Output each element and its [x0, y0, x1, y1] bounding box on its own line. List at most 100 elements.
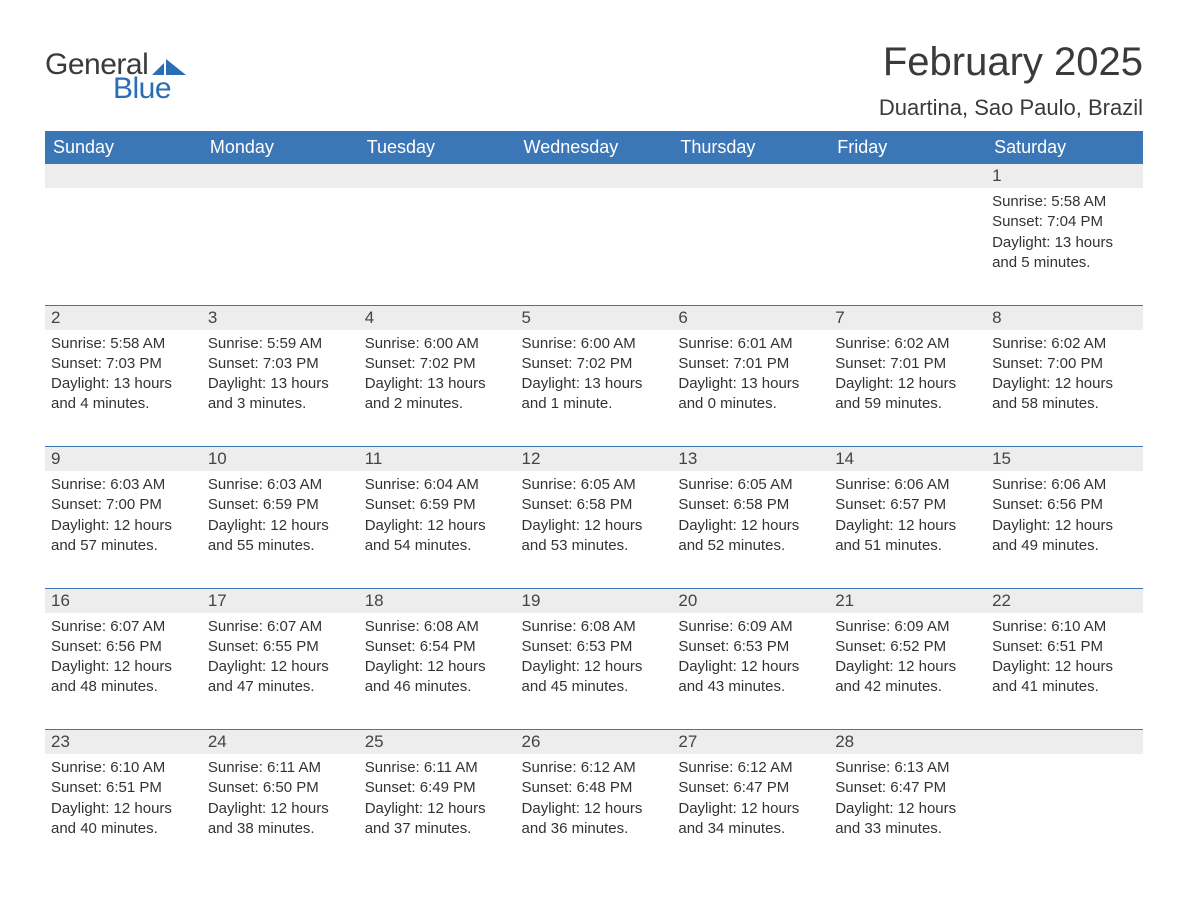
daylight-text: Daylight: 12 hours and 42 minutes.: [835, 657, 980, 698]
daylight-text: Daylight: 12 hours and 46 minutes.: [365, 657, 510, 698]
daylight-text: Daylight: 13 hours and 5 minutes.: [992, 233, 1137, 274]
day-content-cell: Sunrise: 5:58 AMSunset: 7:04 PMDaylight:…: [986, 188, 1143, 287]
sunrise-text: Sunrise: 6:07 AM: [51, 617, 196, 637]
day-content-cell: Sunrise: 6:13 AMSunset: 6:47 PMDaylight:…: [829, 754, 986, 853]
sunrise-text: Sunrise: 6:01 AM: [678, 334, 823, 354]
sunrise-text: Sunrise: 6:06 AM: [835, 475, 980, 495]
weekday-header: Sunday: [45, 131, 202, 164]
day-number-cell: 15: [986, 447, 1143, 472]
sunset-text: Sunset: 6:58 PM: [678, 495, 823, 515]
weekday-header: Friday: [829, 131, 986, 164]
sunrise-text: Sunrise: 6:02 AM: [992, 334, 1137, 354]
day-content-cell: Sunrise: 6:07 AMSunset: 6:56 PMDaylight:…: [45, 613, 202, 712]
day-number-cell: [359, 164, 516, 188]
day-content-cell: Sunrise: 6:06 AMSunset: 6:56 PMDaylight:…: [986, 471, 1143, 570]
day-number-cell: 6: [672, 305, 829, 330]
day-number-cell: 14: [829, 447, 986, 472]
title-block: February 2025 Duartina, Sao Paulo, Brazi…: [879, 40, 1143, 121]
daylight-text: Daylight: 13 hours and 0 minutes.: [678, 374, 823, 415]
day-number-cell: 20: [672, 588, 829, 613]
sunrise-text: Sunrise: 6:00 AM: [522, 334, 667, 354]
spacer-row: [45, 712, 1143, 730]
sunrise-text: Sunrise: 6:04 AM: [365, 475, 510, 495]
day-content-cell: Sunrise: 6:01 AMSunset: 7:01 PMDaylight:…: [672, 330, 829, 429]
day-number-row: 2345678: [45, 305, 1143, 330]
day-number-cell: [516, 164, 673, 188]
sunrise-text: Sunrise: 6:11 AM: [208, 758, 353, 778]
day-content-cell: Sunrise: 6:09 AMSunset: 6:53 PMDaylight:…: [672, 613, 829, 712]
day-number-cell: 22: [986, 588, 1143, 613]
calendar-table: Sunday Monday Tuesday Wednesday Thursday…: [45, 131, 1143, 853]
day-content-cell: Sunrise: 5:58 AMSunset: 7:03 PMDaylight:…: [45, 330, 202, 429]
daylight-text: Daylight: 12 hours and 58 minutes.: [992, 374, 1137, 415]
sunrise-text: Sunrise: 6:08 AM: [522, 617, 667, 637]
daylight-text: Daylight: 12 hours and 59 minutes.: [835, 374, 980, 415]
sunrise-text: Sunrise: 6:09 AM: [678, 617, 823, 637]
daylight-text: Daylight: 12 hours and 34 minutes.: [678, 799, 823, 840]
page-title: February 2025: [879, 40, 1143, 85]
day-content-cell: [202, 188, 359, 287]
day-content-cell: Sunrise: 6:03 AMSunset: 7:00 PMDaylight:…: [45, 471, 202, 570]
sunrise-text: Sunrise: 5:58 AM: [992, 192, 1137, 212]
day-number-cell: 16: [45, 588, 202, 613]
sunset-text: Sunset: 6:49 PM: [365, 778, 510, 798]
day-content-cell: Sunrise: 6:06 AMSunset: 6:57 PMDaylight:…: [829, 471, 986, 570]
sunset-text: Sunset: 6:59 PM: [208, 495, 353, 515]
day-content-cell: Sunrise: 6:12 AMSunset: 6:47 PMDaylight:…: [672, 754, 829, 853]
sunrise-text: Sunrise: 6:11 AM: [365, 758, 510, 778]
sunrise-text: Sunrise: 5:58 AM: [51, 334, 196, 354]
sunset-text: Sunset: 6:53 PM: [678, 637, 823, 657]
day-content-cell: [986, 754, 1143, 853]
sunset-text: Sunset: 6:56 PM: [51, 637, 196, 657]
day-number-cell: 24: [202, 730, 359, 755]
day-content-row: Sunrise: 5:58 AMSunset: 7:04 PMDaylight:…: [45, 188, 1143, 287]
spacer-row: [45, 570, 1143, 588]
day-content-cell: Sunrise: 6:10 AMSunset: 6:51 PMDaylight:…: [45, 754, 202, 853]
header: General Blue February 2025 Duartina, Sao…: [45, 40, 1143, 121]
day-number-cell: 26: [516, 730, 673, 755]
sunset-text: Sunset: 6:47 PM: [678, 778, 823, 798]
daylight-text: Daylight: 12 hours and 37 minutes.: [365, 799, 510, 840]
day-number-cell: 9: [45, 447, 202, 472]
day-content-row: Sunrise: 6:10 AMSunset: 6:51 PMDaylight:…: [45, 754, 1143, 853]
day-content-cell: [516, 188, 673, 287]
sunrise-text: Sunrise: 6:05 AM: [522, 475, 667, 495]
daylight-text: Daylight: 12 hours and 55 minutes.: [208, 516, 353, 557]
day-number-cell: 11: [359, 447, 516, 472]
day-content-cell: Sunrise: 6:00 AMSunset: 7:02 PMDaylight:…: [516, 330, 673, 429]
calendar-header-row: Sunday Monday Tuesday Wednesday Thursday…: [45, 131, 1143, 164]
sunset-text: Sunset: 6:58 PM: [522, 495, 667, 515]
sunset-text: Sunset: 6:51 PM: [51, 778, 196, 798]
day-content-cell: Sunrise: 6:05 AMSunset: 6:58 PMDaylight:…: [672, 471, 829, 570]
daylight-text: Daylight: 13 hours and 4 minutes.: [51, 374, 196, 415]
location-subtitle: Duartina, Sao Paulo, Brazil: [879, 95, 1143, 121]
day-number-cell: 17: [202, 588, 359, 613]
day-number-row: 232425262728: [45, 730, 1143, 755]
day-number-cell: [202, 164, 359, 188]
day-content-cell: Sunrise: 6:02 AMSunset: 7:01 PMDaylight:…: [829, 330, 986, 429]
sunrise-text: Sunrise: 6:12 AM: [522, 758, 667, 778]
sunrise-text: Sunrise: 6:12 AM: [678, 758, 823, 778]
day-number-row: 16171819202122: [45, 588, 1143, 613]
sunrise-text: Sunrise: 6:13 AM: [835, 758, 980, 778]
day-number-cell: 13: [672, 447, 829, 472]
daylight-text: Daylight: 12 hours and 48 minutes.: [51, 657, 196, 698]
day-number-cell: 27: [672, 730, 829, 755]
day-number-cell: 19: [516, 588, 673, 613]
sunrise-text: Sunrise: 6:02 AM: [835, 334, 980, 354]
day-content-cell: [829, 188, 986, 287]
weekday-header: Tuesday: [359, 131, 516, 164]
day-number-cell: [986, 730, 1143, 755]
daylight-text: Daylight: 12 hours and 51 minutes.: [835, 516, 980, 557]
sunset-text: Sunset: 7:01 PM: [678, 354, 823, 374]
sunrise-text: Sunrise: 6:05 AM: [678, 475, 823, 495]
sunrise-text: Sunrise: 6:06 AM: [992, 475, 1137, 495]
sunset-text: Sunset: 6:47 PM: [835, 778, 980, 798]
daylight-text: Daylight: 13 hours and 1 minute.: [522, 374, 667, 415]
day-content-cell: Sunrise: 6:12 AMSunset: 6:48 PMDaylight:…: [516, 754, 673, 853]
day-number-cell: 28: [829, 730, 986, 755]
day-content-cell: Sunrise: 6:09 AMSunset: 6:52 PMDaylight:…: [829, 613, 986, 712]
sunset-text: Sunset: 7:02 PM: [365, 354, 510, 374]
sunrise-text: Sunrise: 6:09 AM: [835, 617, 980, 637]
day-content-cell: Sunrise: 6:03 AMSunset: 6:59 PMDaylight:…: [202, 471, 359, 570]
